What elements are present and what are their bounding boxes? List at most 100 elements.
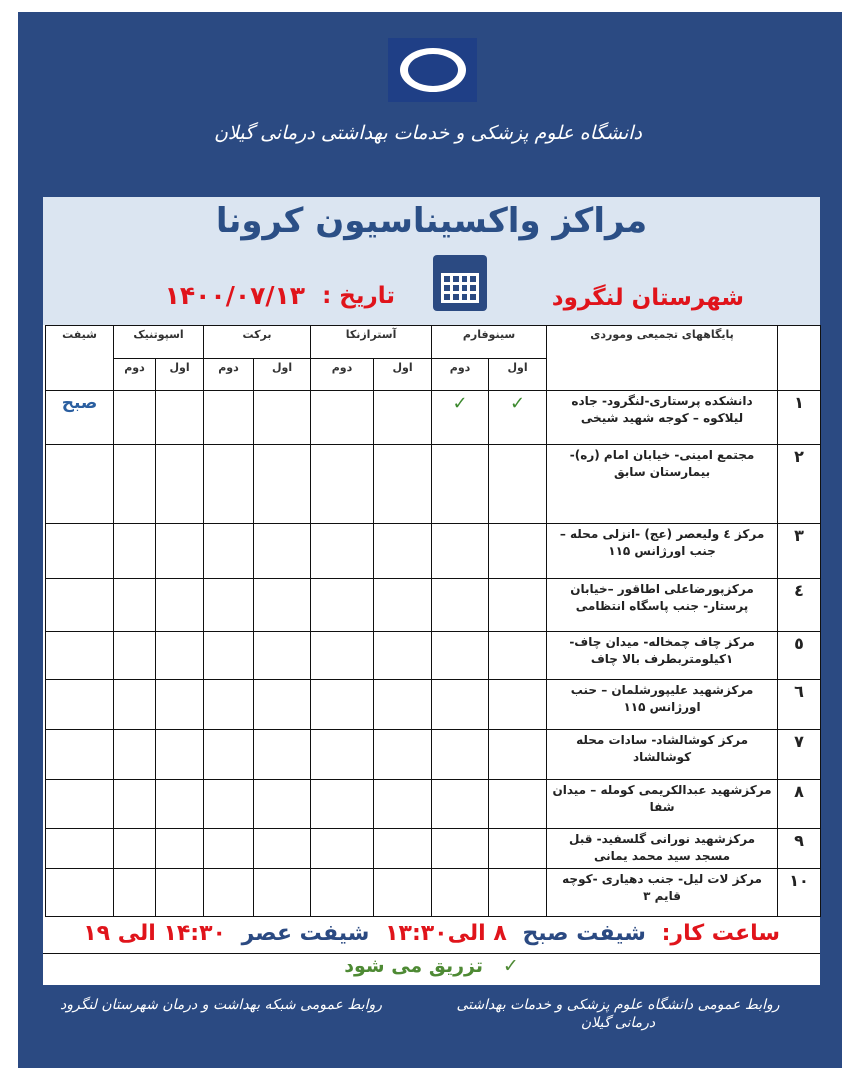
hours-label: ساعت کار:	[661, 921, 780, 946]
barekat-second-cell	[203, 679, 255, 730]
sputnik-first-cell	[155, 679, 205, 730]
center-number: ۳	[777, 523, 822, 579]
astrazeneca-second-cell	[310, 779, 375, 829]
astrazeneca-first-cell	[373, 444, 433, 524]
first-dose-header: اول	[155, 358, 205, 391]
sputnik-first-cell	[155, 631, 205, 680]
barekat-first-cell	[253, 390, 312, 445]
astrazeneca-first-cell	[373, 390, 433, 445]
barekat-first-cell	[253, 578, 312, 632]
barekat-second-cell	[203, 868, 255, 917]
shift-cell: صبح	[45, 390, 114, 445]
astrazeneca-second-cell	[310, 390, 375, 445]
university-name: دانشگاه علوم پزشکی و خدمات بهداشتی درمان…	[213, 122, 643, 144]
astrazeneca-second-cell	[310, 679, 375, 730]
center-name: مرکزشهید علیپورشلمان – حنب اورژانس ۱۱۵	[546, 679, 779, 730]
sputnik-first-cell	[155, 828, 205, 869]
sinopharm-second-cell	[431, 523, 490, 579]
city-name: شهرستان لنگرود	[551, 285, 744, 311]
barekat-second-cell	[203, 828, 255, 869]
second-dose-header: دوم	[310, 358, 375, 391]
shift-cell	[45, 578, 114, 632]
table-row: ۸ مرکزشهید عبدالکریمی کومله – میدان شفا	[45, 779, 822, 829]
second-dose-header: دوم	[203, 358, 255, 391]
sinopharm-second-cell: ✓	[431, 390, 490, 445]
shift-cell	[45, 631, 114, 680]
center-number: ٥	[777, 631, 822, 680]
legend-text: تزریق می شود	[344, 955, 483, 977]
evening-shift-label: شیفت عصر	[241, 921, 370, 946]
sinopharm-second-cell	[431, 444, 490, 524]
sinopharm-first-cell	[488, 779, 548, 829]
center-number: ۲	[777, 444, 822, 524]
astrazeneca-header: آسترازنکا	[310, 325, 433, 359]
center-number: ۱۰	[777, 868, 822, 917]
table-row: ٦ مرکزشهید علیپورشلمان – حنب اورژانس ۱۱۵	[45, 679, 822, 730]
astrazeneca-second-cell	[310, 578, 375, 632]
barekat-second-cell	[203, 729, 255, 780]
sputnik-second-cell	[112, 729, 157, 780]
morning-shift-label: شیفت صبح	[522, 921, 646, 946]
centers-table: پایگاههای تجمیعی وموردی سینوفارم آسترازن…	[45, 325, 822, 917]
sputnik-second-cell	[112, 578, 157, 632]
center-name: مرکز ٤ ولیعصر (عج) -انزلی محله – جنب اور…	[546, 523, 779, 579]
sinopharm-first-cell	[488, 828, 548, 869]
second-dose-header: دوم	[431, 358, 490, 391]
sinopharm-second-cell	[431, 779, 490, 829]
astrazeneca-first-cell	[373, 828, 433, 869]
shift-cell	[45, 828, 114, 869]
barekat-first-cell	[253, 779, 312, 829]
sputnik-second-cell	[112, 679, 157, 730]
footer-network: روابط عمومی شبکه بهداشت و درمان شهرستان …	[60, 997, 383, 1013]
shift-cell	[45, 779, 114, 829]
table-row: ۲ مجتمع امینی- خیابان امام (ره)- بیمارستا…	[45, 444, 822, 524]
sinopharm-first-cell	[488, 729, 548, 780]
barekat-first-cell	[253, 679, 312, 730]
center-number: ٦	[777, 679, 822, 730]
shift-cell	[45, 444, 114, 524]
astrazeneca-first-cell	[373, 523, 433, 579]
sputnik-second-cell	[112, 828, 157, 869]
barekat-second-cell	[203, 444, 255, 524]
header-band: مراکز واکسیناسیون کرونا شهرستان لنگرود ت…	[43, 197, 820, 325]
table-row: ۳ مرکز ٤ ولیعصر (عج) -انزلی محله – جنب او…	[45, 523, 822, 579]
sinopharm-first-cell	[488, 578, 548, 632]
sinopharm-first-cell	[488, 444, 548, 524]
sinopharm-second-cell	[431, 729, 490, 780]
page-title: مراکز واکسیناسیون کرونا	[215, 201, 648, 241]
check-icon: ✓	[502, 955, 519, 977]
sputnik-second-cell	[112, 779, 157, 829]
date-value: ۱۴۰۰/۰۷/۱۳	[164, 281, 305, 310]
centers-header: پایگاههای تجمیعی وموردی	[546, 325, 779, 391]
sputnik-second-cell	[112, 523, 157, 579]
astrazeneca-second-cell	[310, 444, 375, 524]
barekat-first-cell	[253, 729, 312, 780]
table-row: ۹ مرکزشهید نورانی گلسفید- قبل مسجد سید مح…	[45, 828, 822, 869]
barekat-second-cell	[203, 523, 255, 579]
astrazeneca-first-cell	[373, 868, 433, 917]
astrazeneca-first-cell	[373, 729, 433, 780]
astrazeneca-second-cell	[310, 631, 375, 680]
sputnik-first-cell	[155, 390, 205, 445]
center-name: مرکزشهید نورانی گلسفید- قبل مسجد سید محم…	[546, 828, 779, 869]
barekat-second-cell	[203, 390, 255, 445]
center-number: ۸	[777, 779, 822, 829]
astrazeneca-second-cell	[310, 868, 375, 917]
morning-shift-time: ۸ الی۱۳:۳۰	[385, 921, 507, 946]
center-number: ٤	[777, 578, 822, 632]
shift-cell	[45, 868, 114, 917]
sputnik-second-cell	[112, 444, 157, 524]
center-name: مرکزپورضاعلی اطاقور –خیابان پرستار- جنب …	[546, 578, 779, 632]
sinopharm-first-cell	[488, 631, 548, 680]
second-dose-header: دوم	[112, 358, 157, 391]
center-name: مرکزشهید عبدالکریمی کومله – میدان شفا	[546, 779, 779, 829]
barekat-header: برکت	[203, 325, 312, 359]
barekat-first-cell	[253, 631, 312, 680]
sputnik-first-cell	[155, 578, 205, 632]
astrazeneca-second-cell	[310, 828, 375, 869]
university-logo	[388, 38, 477, 102]
barekat-first-cell	[253, 523, 312, 579]
sputnik-first-cell	[155, 868, 205, 917]
sputnik-first-cell	[155, 729, 205, 780]
content-panel: مراکز واکسیناسیون کرونا شهرستان لنگرود ت…	[43, 197, 822, 985]
